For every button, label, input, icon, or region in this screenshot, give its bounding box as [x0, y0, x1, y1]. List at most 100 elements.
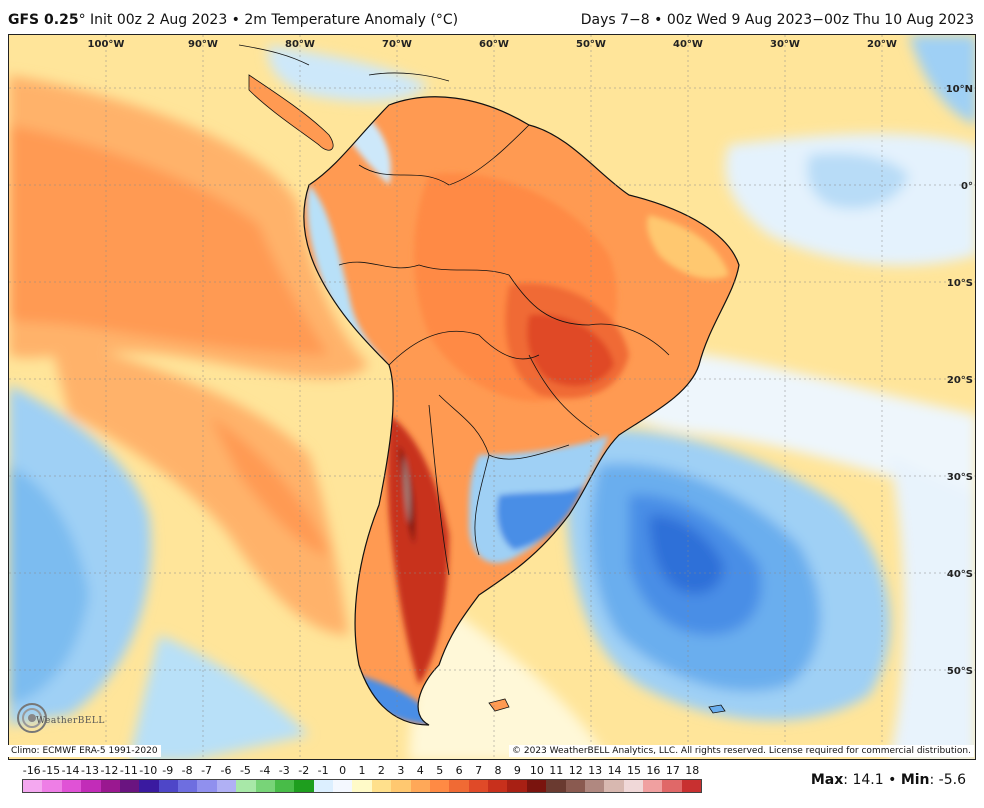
scale-swatch	[42, 780, 62, 792]
lon-label: 70°W	[382, 39, 412, 50]
scale-swatch	[236, 780, 256, 792]
latitude-labels: 10°N 0° 10°S 20°S 30°S 40°S 50°S	[946, 84, 973, 677]
header-title: GFS 0.25° Init 00z 2 Aug 2023 • 2m Tempe…	[8, 12, 458, 28]
lon-label: 60°W	[479, 39, 509, 50]
scale-tick: 3	[397, 764, 405, 777]
separator: •	[883, 772, 901, 788]
scale-swatch	[526, 780, 547, 792]
scale-tick: 4	[416, 764, 424, 777]
scale-tick: 11	[549, 764, 564, 777]
color-scale-legend: -16 -15 -14 -13 -12 -11 -10 -9 -8 -7 -6 -5 -4 -3 -2 -1 0…	[22, 764, 702, 794]
scale-tick: -16	[22, 764, 41, 777]
scale-swatch	[643, 780, 663, 792]
scale-swatch	[546, 780, 566, 792]
scale-tick: -8	[181, 764, 193, 777]
scale-color-bar	[22, 779, 702, 793]
lat-label: 10°S	[947, 278, 973, 289]
scale-tick: -14	[61, 764, 80, 777]
scale-swatch	[178, 780, 198, 792]
coastline	[303, 96, 740, 726]
min-value: : -5.6	[929, 772, 966, 788]
logo-swirl-icon	[17, 703, 47, 733]
model-name: GFS 0.25	[8, 12, 79, 28]
scale-tick: -5	[239, 764, 251, 777]
scale-tick: 12	[568, 764, 583, 777]
scale-tick: -12	[100, 764, 119, 777]
scale-swatch	[255, 780, 275, 792]
scale-swatch	[391, 780, 411, 792]
lat-label: 50°S	[947, 666, 973, 677]
scale-swatch	[449, 780, 469, 792]
scale-swatch	[216, 780, 237, 792]
scale-tick: -11	[119, 764, 138, 777]
scale-swatch	[662, 780, 682, 792]
scale-tick: -4	[259, 764, 271, 777]
scale-tick: 8	[494, 764, 502, 777]
scale-tick: -15	[42, 764, 61, 777]
scale-tick: 2	[377, 764, 385, 777]
lat-label: 40°S	[947, 569, 973, 580]
scale-tick: -6	[220, 764, 232, 777]
max-min-summary: Max: 14.1 • Min: -5.6	[811, 772, 966, 788]
scale-tick: 13	[588, 764, 603, 777]
scale-tick: -1	[317, 764, 329, 777]
scale-swatch	[313, 780, 333, 792]
max-label: Max	[810, 772, 844, 788]
scale-swatch	[584, 780, 605, 792]
lon-label: 90°W	[188, 39, 218, 50]
scale-swatch	[119, 780, 140, 792]
lon-label: 50°W	[576, 39, 606, 50]
logo-text: WeatherBELL	[36, 716, 105, 726]
copyright-credit: © 2023 WeatherBELL Analytics, LLC. All r…	[509, 745, 974, 757]
scale-swatch	[410, 780, 430, 792]
scale-swatch	[61, 780, 82, 792]
scale-tick: -10	[139, 764, 158, 777]
lon-label: 100°W	[88, 39, 125, 50]
scale-swatch	[294, 780, 314, 792]
scale-tick: 18	[685, 764, 700, 777]
scale-swatch	[681, 780, 702, 792]
scale-tick: -9	[162, 764, 174, 777]
scale-tick: 1	[358, 764, 366, 777]
scale-tick: 16	[646, 764, 661, 777]
min-label: Min	[900, 772, 930, 788]
scale-swatch	[488, 780, 508, 792]
scale-swatch	[623, 780, 643, 792]
lat-label: 20°S	[947, 375, 973, 386]
scale-tick: 0	[339, 764, 347, 777]
valid-period: Days 7−8 • 00z Wed 9 Aug 2023−00z Thu 10…	[580, 12, 974, 28]
max-value: : 14.1	[843, 772, 884, 788]
scale-tick: 10	[529, 764, 544, 777]
scale-tick: 5	[436, 764, 444, 777]
scale-tick: -13	[81, 764, 99, 777]
lon-label: 30°W	[770, 39, 800, 50]
lat-label: 10°N	[946, 84, 973, 95]
scale-swatch	[429, 780, 450, 792]
map-header: GFS 0.25° Init 00z 2 Aug 2023 • 2m Tempe…	[0, 0, 984, 34]
country-borders	[338, 124, 670, 576]
scale-swatch	[468, 780, 488, 792]
scale-tick: -3	[278, 764, 290, 777]
scale-swatch	[23, 780, 43, 792]
weatherbell-logo: WeatherBELL	[14, 698, 104, 738]
degree-symbol: °	[78, 12, 86, 28]
scale-swatch	[333, 780, 353, 792]
lat-label: 0°	[961, 181, 973, 192]
scale-swatch	[158, 780, 178, 792]
lat-label: 30°S	[947, 472, 973, 483]
scale-swatch	[274, 780, 295, 792]
scale-swatch	[81, 780, 101, 792]
temperature-anomaly-map[interactable]: 100°W 90°W 80°W 70°W 60°W 50°W 40°W 30°W…	[8, 34, 976, 760]
scale-tick: 15	[627, 764, 641, 777]
climo-credit: Climo: ECMWF ERA-5 1991-2020	[8, 745, 161, 757]
scale-tick: 9	[513, 764, 521, 777]
scale-tick: 6	[455, 764, 463, 777]
south-america-land	[238, 44, 740, 726]
scale-tick: 14	[607, 764, 622, 777]
scale-swatch	[507, 780, 527, 792]
scale-swatch	[100, 780, 120, 792]
map-canvas: 100°W 90°W 80°W 70°W 60°W 50°W 40°W 30°W…	[9, 35, 975, 759]
scale-tick: -2	[298, 764, 310, 777]
scale-tick-labels: -16 -15 -14 -13 -12 -11 -10 -9 -8 -7 -6 -5 -4 -3 -2 -1 0…	[22, 764, 702, 778]
init-info: Init 00z 2 Aug 2023 • 2m Temperature Ano…	[85, 12, 459, 28]
